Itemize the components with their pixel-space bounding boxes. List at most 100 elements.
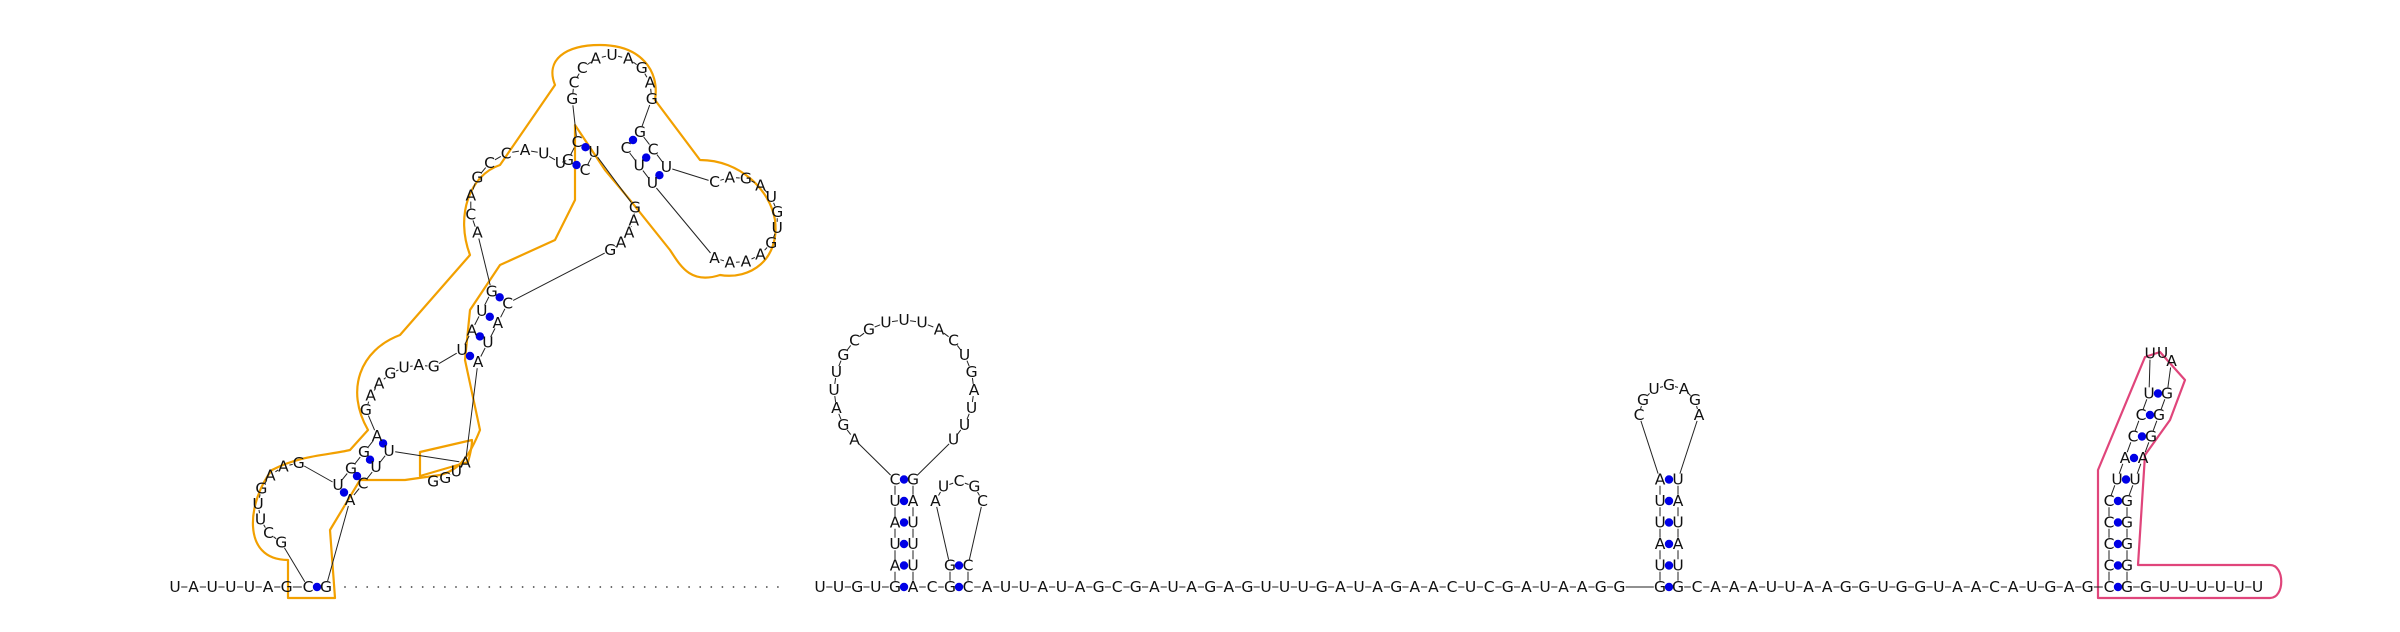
stem-nucleotide: C xyxy=(648,141,659,159)
backbone-nucleotide: A xyxy=(1075,578,1086,596)
backbone-bond xyxy=(478,238,491,286)
unresolved-gap-dot xyxy=(643,586,646,588)
backbone-bond xyxy=(366,471,373,480)
backbone-bond xyxy=(597,156,632,203)
backbone-bond xyxy=(472,220,476,227)
hairpin-nucleotide: U xyxy=(2157,344,2168,362)
backbone-nucleotide: A xyxy=(1428,578,1439,596)
loop-nucleotide: A xyxy=(616,234,627,252)
unresolved-gap-dot xyxy=(566,586,568,588)
backbone-nucleotide: U xyxy=(2252,578,2263,596)
backbone-nucleotide: G xyxy=(1390,578,1402,596)
stem-nucleotide: U xyxy=(588,143,599,161)
loop-nucleotide: A xyxy=(590,50,601,68)
backbone-bond xyxy=(617,55,623,58)
loop-nucleotide: A xyxy=(628,211,639,229)
unresolved-gap-dot xyxy=(377,586,380,588)
hairpin-nucleotide: G xyxy=(966,363,978,381)
backbone-bond xyxy=(480,347,486,357)
backbone-bond xyxy=(764,247,768,251)
loop-nucleotide: G xyxy=(384,365,396,383)
backbone-nucleotide: U xyxy=(2159,578,2170,596)
backbone-nucleotide: U xyxy=(207,578,218,596)
hairpin-nucleotide: U xyxy=(938,478,949,496)
stem-nucleotide: U xyxy=(907,535,918,553)
backbone-bond xyxy=(264,480,268,484)
backbone-bond xyxy=(720,178,725,181)
backbone-bond xyxy=(2152,420,2158,431)
backbone-nucleotide: A xyxy=(1521,578,1532,596)
base-pair-dot xyxy=(2113,496,2123,506)
stem-nucleotide: C xyxy=(502,294,513,312)
backbone-bond xyxy=(773,202,776,207)
backbone-bond xyxy=(275,469,279,473)
backbone-bond-layer xyxy=(181,55,2252,588)
hairpin-nucleotide: G xyxy=(1689,391,1701,409)
stem-nucleotide: C xyxy=(890,471,901,489)
hairpin-nucleotide: C xyxy=(977,492,988,510)
stem-nucleotide: U xyxy=(634,157,645,175)
backbone-bond xyxy=(472,183,476,190)
unresolved-gap-dot xyxy=(710,586,713,588)
unresolved-gap-dot xyxy=(466,586,468,588)
hairpin-nucleotide: A xyxy=(755,246,766,264)
stem-nucleotide: A xyxy=(2120,449,2131,467)
hairpin-nucleotide: U xyxy=(898,311,909,329)
backbone-nucleotide: G xyxy=(2044,578,2056,596)
backbone-nucleotide: A xyxy=(1223,578,1234,596)
stem-nucleotide: U xyxy=(661,158,672,176)
stem-nucleotide: A xyxy=(492,314,503,332)
stem-nucleotide: A xyxy=(467,321,478,339)
backbone-bond xyxy=(2134,420,2140,431)
backbone-bond xyxy=(2167,367,2172,388)
backbone-bond xyxy=(910,320,917,323)
loop-nucleotide: G xyxy=(428,358,440,376)
unresolved-gap-dot xyxy=(499,586,502,588)
loop-nucleotide: A xyxy=(413,356,424,374)
loop-nucleotide: G xyxy=(566,90,578,108)
backbone-nucleotide: A xyxy=(1186,578,1197,596)
base-pair-dot xyxy=(2121,475,2131,484)
backbone-nucleotide: G xyxy=(1241,578,1253,596)
stem-nucleotide: C xyxy=(572,133,583,151)
backbone-nucleotide: U xyxy=(1279,578,1290,596)
backbone-bond xyxy=(643,136,650,145)
base-pair-dot xyxy=(2113,518,2123,527)
backbone-bond xyxy=(601,55,607,58)
stem-nucleotide: A xyxy=(372,427,383,445)
backbone-nucleotide: U xyxy=(2026,578,2037,596)
base-pair-dot xyxy=(1664,582,1674,592)
base-pair-dot xyxy=(2153,389,2163,398)
backbone-bond xyxy=(283,547,306,582)
stem-nucleotide: A xyxy=(908,578,919,596)
hairpin-nucleotide: U xyxy=(2145,345,2156,363)
base-pair-dot xyxy=(495,293,504,302)
backbone-bond xyxy=(971,377,974,384)
backbone-bond xyxy=(642,170,650,179)
backbone-bond xyxy=(341,473,348,481)
hairpin-nucleotide: C xyxy=(954,472,965,490)
backbone-nucleotide: U xyxy=(1933,578,1944,596)
backbone-nucleotide: A xyxy=(1710,578,1721,596)
loop-nucleotide: U xyxy=(398,358,409,376)
emphasized-nucleotide: G xyxy=(439,469,451,487)
backbone-bond xyxy=(474,316,480,326)
unresolved-gap-dot xyxy=(610,586,613,588)
backbone-bond xyxy=(891,320,898,323)
base-pair-dot xyxy=(1664,518,1674,527)
unresolved-gap-dot xyxy=(666,586,668,588)
base-pair-dot xyxy=(899,496,909,506)
backbone-nucleotide: C xyxy=(1447,578,1458,596)
hairpin-nucleotide: U xyxy=(966,399,977,417)
stem-nucleotide: U xyxy=(1672,514,1683,532)
stem-nucleotide: C xyxy=(2104,535,2115,553)
stem-nucleotide: U xyxy=(647,174,658,192)
backbone-bond xyxy=(764,189,768,193)
base-pair-dot xyxy=(655,171,664,180)
hairpin-nucleotide: A xyxy=(831,399,842,417)
backbone-nucleotide: C xyxy=(1112,578,1123,596)
backbone-nucleotide: C xyxy=(927,578,938,596)
backbone-bond xyxy=(572,105,577,137)
